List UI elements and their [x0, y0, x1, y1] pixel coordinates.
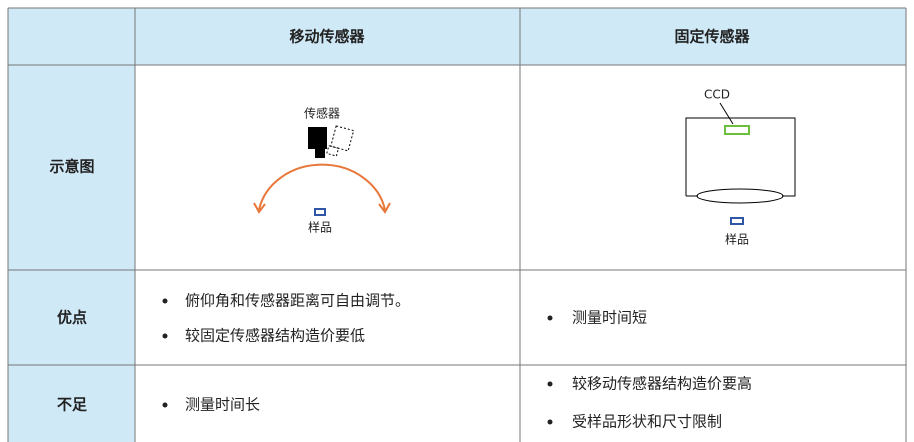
row-header-bg: [8, 65, 135, 442]
arrow: [253, 202, 266, 214]
sensor-label: 传感器: [304, 106, 340, 121]
sample: [730, 217, 744, 225]
ccd-label: CCD: [704, 88, 730, 102]
list-item: 较移动传感器结构造价要高: [572, 375, 752, 393]
column-header: 移动传感器: [289, 28, 365, 46]
cons-fixed: 较移动传感器结构造价要高 受样品形状和尺寸限制: [547, 375, 752, 431]
sensor: [315, 149, 325, 158]
arrow: [378, 202, 391, 214]
sample: [314, 208, 326, 216]
list-item: 俯仰角和传感器距离可自由调节。: [185, 292, 410, 310]
moving-diagram: 传感器 样品: [253, 106, 391, 235]
sensor: [308, 127, 327, 149]
sample-label: 样品: [308, 220, 332, 235]
chamber: [685, 117, 796, 197]
header-bg: [8, 8, 906, 65]
fixed-diagram: CCD 样品: [685, 88, 796, 247]
pros-moving: 俯仰角和传感器距离可自由调节。 较固定传感器结构造价要低: [162, 292, 410, 345]
ccd: [724, 125, 750, 135]
list-item: 较固定传感器结构造价要低: [185, 327, 365, 345]
list-item: 测量时间短: [572, 309, 647, 327]
grid: [7, 7, 907, 442]
cons-moving: 测量时间长: [162, 396, 260, 414]
row-header: 不足: [57, 396, 88, 414]
list-item: 受样品形状和尺寸限制: [572, 413, 722, 431]
opening: [696, 188, 784, 204]
row-header: 优点: [57, 309, 87, 327]
column-header: 固定传感器: [674, 28, 750, 46]
sample-label: 样品: [725, 232, 749, 247]
sensor-moved: [326, 125, 355, 157]
pointer: [719, 102, 734, 125]
row-header: 示意图: [49, 158, 94, 176]
list-item: 测量时间长: [185, 396, 260, 414]
arc: [258, 163, 386, 211]
pros-fixed: 测量时间短: [547, 309, 647, 327]
